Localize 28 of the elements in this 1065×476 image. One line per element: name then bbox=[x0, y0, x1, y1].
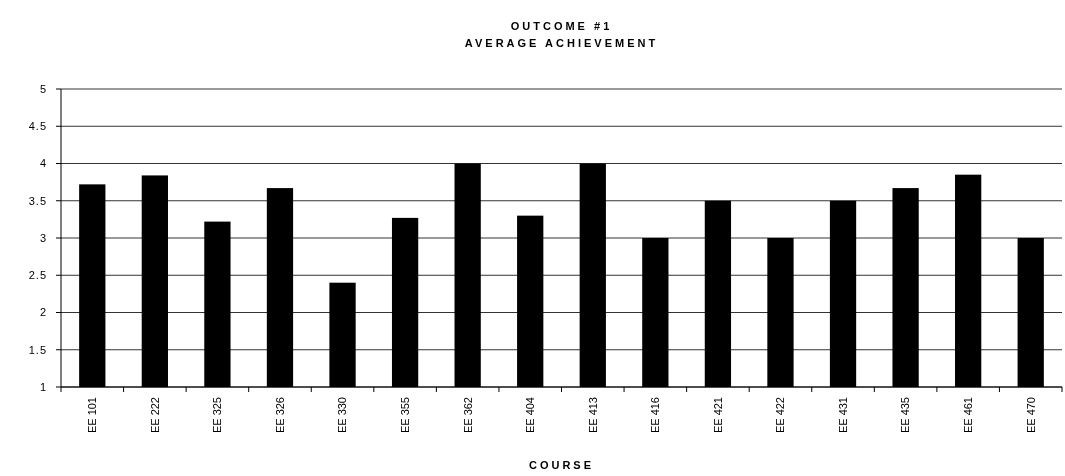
x-tick-label: EE 355 bbox=[398, 397, 411, 434]
x-tick-label: EE 404 bbox=[524, 397, 537, 434]
x-tick-label: EE 421 bbox=[711, 397, 724, 434]
x-tick-label: EE 431 bbox=[836, 397, 849, 434]
y-tick-label: 3 bbox=[39, 231, 47, 244]
x-tick-label: EE 413 bbox=[586, 397, 599, 434]
x-tick-label: EE 422 bbox=[774, 397, 787, 434]
x-tick-label: EE 330 bbox=[336, 397, 349, 434]
x-tick-label: EE 325 bbox=[211, 397, 224, 434]
chart-subtitle: AVERAGE ACHIEVEMENT bbox=[464, 37, 659, 49]
y-tick-label: 5 bbox=[39, 82, 47, 95]
chart-title: OUTCOME #1 bbox=[510, 20, 613, 32]
y-tick-label: 4.5 bbox=[28, 120, 47, 133]
x-tick-label: EE 101 bbox=[86, 397, 99, 434]
y-tick-label: 3.5 bbox=[28, 194, 47, 207]
y-tick-label: 2 bbox=[39, 306, 47, 319]
x-tick-label: EE 362 bbox=[461, 397, 474, 434]
y-tick-label: 1 bbox=[39, 380, 47, 393]
x-tick-label: EE 416 bbox=[649, 397, 662, 434]
x-tick-label: EE 435 bbox=[899, 397, 912, 434]
y-tick-label: 1.5 bbox=[28, 343, 47, 356]
y-tick-label: 4 bbox=[39, 157, 47, 170]
x-tick-label: EE 326 bbox=[273, 397, 286, 434]
y-tick-label: 2.5 bbox=[28, 269, 47, 282]
x-tick-label: EE 222 bbox=[148, 397, 161, 434]
x-tick-label: EE 461 bbox=[962, 397, 975, 434]
x-axis-title: COURSE bbox=[528, 459, 595, 471]
x-tick-label: EE 470 bbox=[1024, 397, 1037, 434]
